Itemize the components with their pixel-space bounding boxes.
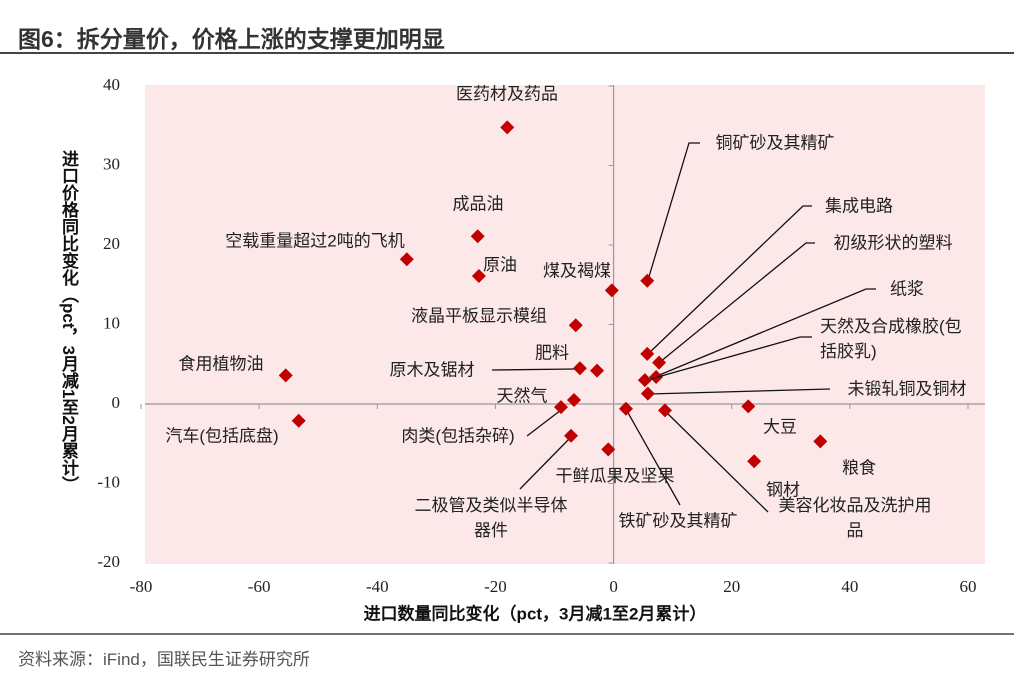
point-label: 未锻轧铜及铜材 [847,379,967,399]
point [399,252,414,267]
point-label: 铜矿砂及其精矿 [715,133,835,153]
point-label: 天然气 [496,386,548,406]
point [618,401,633,416]
point [568,318,583,333]
point-label: 集成电路 [825,196,893,216]
leader-line [526,409,562,437]
point [470,229,485,244]
point-label: 初级形状的塑料 [833,233,953,253]
y-tick-label: -20 [97,552,120,571]
point [813,434,828,449]
point-label: 食用植物油 [178,354,264,374]
point-label: 粮食 [842,458,876,478]
x-tick-label: 40 [841,577,858,596]
leader-line [648,205,812,354]
point [741,399,756,414]
y-tick-label: 30 [103,154,120,173]
point-label: 肥料 [535,343,569,363]
point [601,442,616,457]
point [657,403,672,418]
point [278,368,293,383]
y-tick-label: 0 [112,393,121,412]
point-label: 原木及锯材 [389,360,475,380]
point [604,283,619,298]
point [566,393,581,408]
y-tick-label: 10 [103,313,120,332]
leader-line [648,388,831,395]
leader-line [646,336,812,381]
leader-line [491,368,576,371]
y-tick-label: -10 [97,472,120,491]
plot-background [145,85,985,564]
point [291,413,306,428]
source: 资料来源：iFind，国联民生证券研究所 [18,650,310,669]
leader-line [665,411,769,513]
point [640,346,655,361]
x-axis-label: 进口数量同比变化（pct，3月减1至2月累计） [363,604,707,624]
x-tick-label: 60 [960,577,977,596]
point-label: 液晶平板显示模组 [411,306,547,326]
point [553,400,568,415]
point-label: 原油 [483,255,517,275]
leader-line [626,410,681,506]
point [564,428,579,443]
point [640,386,655,401]
x-tick-label: -80 [130,577,153,596]
point-label: 美容化妆品及洗护用品 [778,496,932,540]
point [572,361,587,376]
point-label: 天然及合成橡胶(包括胶乳) [820,317,962,361]
leader-line [656,288,876,377]
y-tick-label: 20 [103,234,120,253]
leader-line [647,142,700,281]
x-tick-label: 20 [723,577,740,596]
point-label: 肉类(包括杂碎) [401,426,515,446]
point [652,355,667,370]
point-label: 二极管及类似半导体器件 [414,496,568,540]
point-label: 大豆 [763,417,797,437]
x-tick-label: -60 [248,577,271,596]
leader-line [659,242,815,363]
point-label: 钢材 [766,480,800,500]
y-axis-label: 进口价格同比变化（pct，3月减1至2月累计） [59,150,78,493]
point-label: 医药材及药品 [456,84,558,104]
y-tick-label: 40 [103,75,120,94]
point [747,454,762,469]
point [500,120,515,135]
point [637,373,652,388]
point-label: 汽车(包括底盘) [165,426,279,446]
x-tick-label: 0 [609,577,618,596]
x-tick-label: -40 [366,577,389,596]
point-label: 铁矿砂及其精矿 [618,511,738,531]
point-label: 干鲜瓜果及坚果 [555,466,675,486]
point-label: 成品油 [452,194,504,214]
point [640,273,655,288]
point-label: 煤及褐煤 [543,261,611,281]
point [590,363,605,378]
title: 图6：拆分量价，价格上涨的支撑更加明显 [18,26,445,52]
point-label: 纸浆 [890,279,924,299]
point [471,269,486,284]
point-label: 空载重量超过2吨的飞机 [225,231,405,251]
leader-line [519,437,571,490]
x-tick-label: -20 [484,577,507,596]
